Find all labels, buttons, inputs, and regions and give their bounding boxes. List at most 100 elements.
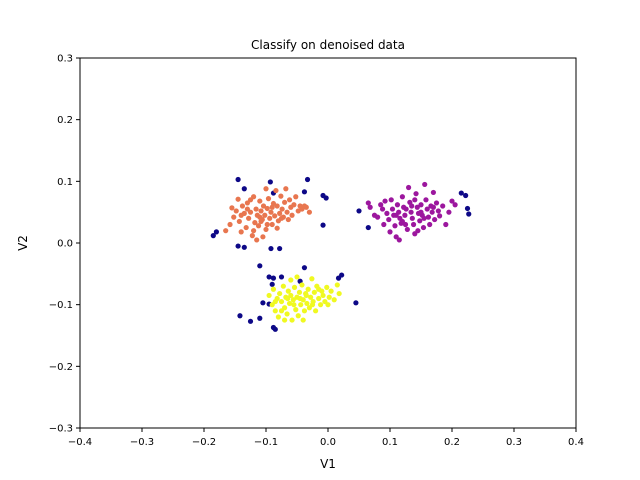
data-point bbox=[464, 205, 471, 212]
data-point bbox=[272, 326, 278, 332]
data-point bbox=[267, 215, 273, 221]
data-point bbox=[257, 263, 263, 269]
data-point bbox=[425, 214, 432, 220]
data-point bbox=[308, 294, 314, 300]
y-tick-label: 0.3 bbox=[57, 54, 73, 65]
data-point bbox=[260, 234, 266, 240]
x-tick-label: −0.4 bbox=[68, 437, 92, 448]
x-tick-label: −0.2 bbox=[192, 437, 216, 448]
data-point bbox=[260, 300, 266, 306]
data-point bbox=[249, 233, 255, 239]
data-point bbox=[295, 313, 301, 319]
data-point bbox=[278, 308, 285, 314]
data-point bbox=[326, 294, 332, 300]
data-point bbox=[239, 203, 246, 209]
data-point bbox=[408, 209, 414, 215]
data-point bbox=[365, 224, 371, 231]
data-point bbox=[415, 228, 421, 234]
data-point bbox=[236, 218, 242, 225]
data-point bbox=[254, 237, 260, 243]
data-point bbox=[255, 223, 262, 229]
data-point bbox=[424, 206, 430, 212]
data-point bbox=[278, 215, 285, 221]
data-point bbox=[305, 286, 311, 292]
data-point bbox=[298, 302, 304, 308]
y-tick-label: 0.0 bbox=[57, 239, 73, 250]
x-tick-label: 0.2 bbox=[444, 437, 460, 448]
data-point bbox=[443, 221, 449, 228]
x-tick-label: −0.3 bbox=[130, 437, 154, 448]
data-point bbox=[365, 200, 371, 206]
data-point bbox=[353, 300, 359, 306]
data-point bbox=[277, 210, 283, 216]
data-point bbox=[393, 212, 399, 218]
data-point bbox=[291, 302, 297, 308]
data-point bbox=[289, 212, 295, 218]
data-point bbox=[247, 318, 254, 324]
data-point bbox=[381, 221, 387, 228]
data-point bbox=[323, 195, 329, 201]
data-point bbox=[278, 274, 285, 280]
data-point bbox=[463, 192, 469, 199]
data-point bbox=[277, 290, 283, 297]
data-point bbox=[303, 204, 309, 210]
data-point bbox=[402, 212, 408, 218]
x-tick-label: 0.3 bbox=[506, 437, 522, 448]
data-point bbox=[268, 245, 274, 252]
data-point bbox=[306, 209, 312, 215]
data-point bbox=[282, 317, 288, 323]
data-point bbox=[285, 216, 291, 223]
data-point bbox=[388, 197, 394, 203]
data-point bbox=[309, 276, 315, 282]
data-point bbox=[382, 198, 388, 204]
data-point bbox=[241, 244, 247, 250]
data-point bbox=[268, 209, 274, 215]
data-point bbox=[311, 289, 317, 295]
x-axis-title: V1 bbox=[320, 457, 336, 471]
data-point bbox=[279, 206, 285, 212]
data-point bbox=[278, 193, 284, 199]
y-axis-title: V2 bbox=[16, 235, 30, 251]
data-point bbox=[399, 218, 405, 225]
data-point bbox=[283, 186, 289, 192]
y-tick-label: −0.3 bbox=[49, 424, 73, 435]
data-point bbox=[301, 308, 308, 314]
data-point bbox=[417, 218, 423, 224]
data-point bbox=[378, 202, 384, 208]
data-point bbox=[418, 202, 424, 208]
data-point bbox=[449, 198, 455, 204]
data-point bbox=[277, 245, 283, 252]
data-point bbox=[243, 224, 249, 231]
data-point bbox=[466, 211, 472, 217]
data-point bbox=[403, 206, 409, 212]
data-point bbox=[429, 209, 435, 215]
data-point bbox=[272, 308, 278, 314]
y-axis: −0.3 −0.2 −0.1 0.0 0.1 0.2 0.3 bbox=[49, 54, 80, 435]
data-point bbox=[290, 297, 296, 303]
data-point bbox=[423, 197, 429, 203]
data-point bbox=[285, 288, 291, 294]
data-point bbox=[294, 274, 300, 280]
data-point bbox=[258, 208, 264, 214]
data-point bbox=[251, 228, 257, 234]
data-point bbox=[285, 295, 291, 302]
data-point bbox=[301, 189, 308, 195]
data-point bbox=[273, 187, 279, 194]
x-tick-label: 0.1 bbox=[382, 437, 398, 448]
data-point bbox=[229, 205, 235, 211]
data-point bbox=[272, 213, 278, 219]
data-point bbox=[313, 308, 319, 314]
y-tick-label: −0.2 bbox=[49, 362, 73, 373]
data-point bbox=[266, 292, 272, 299]
data-point bbox=[440, 203, 446, 209]
data-point bbox=[375, 214, 381, 220]
data-point bbox=[284, 311, 290, 317]
data-point bbox=[420, 224, 427, 231]
data-point bbox=[433, 200, 440, 206]
data-point bbox=[392, 223, 398, 229]
data-point bbox=[324, 284, 330, 290]
data-point bbox=[356, 208, 362, 214]
data-point bbox=[257, 214, 263, 220]
data-point bbox=[253, 206, 259, 212]
